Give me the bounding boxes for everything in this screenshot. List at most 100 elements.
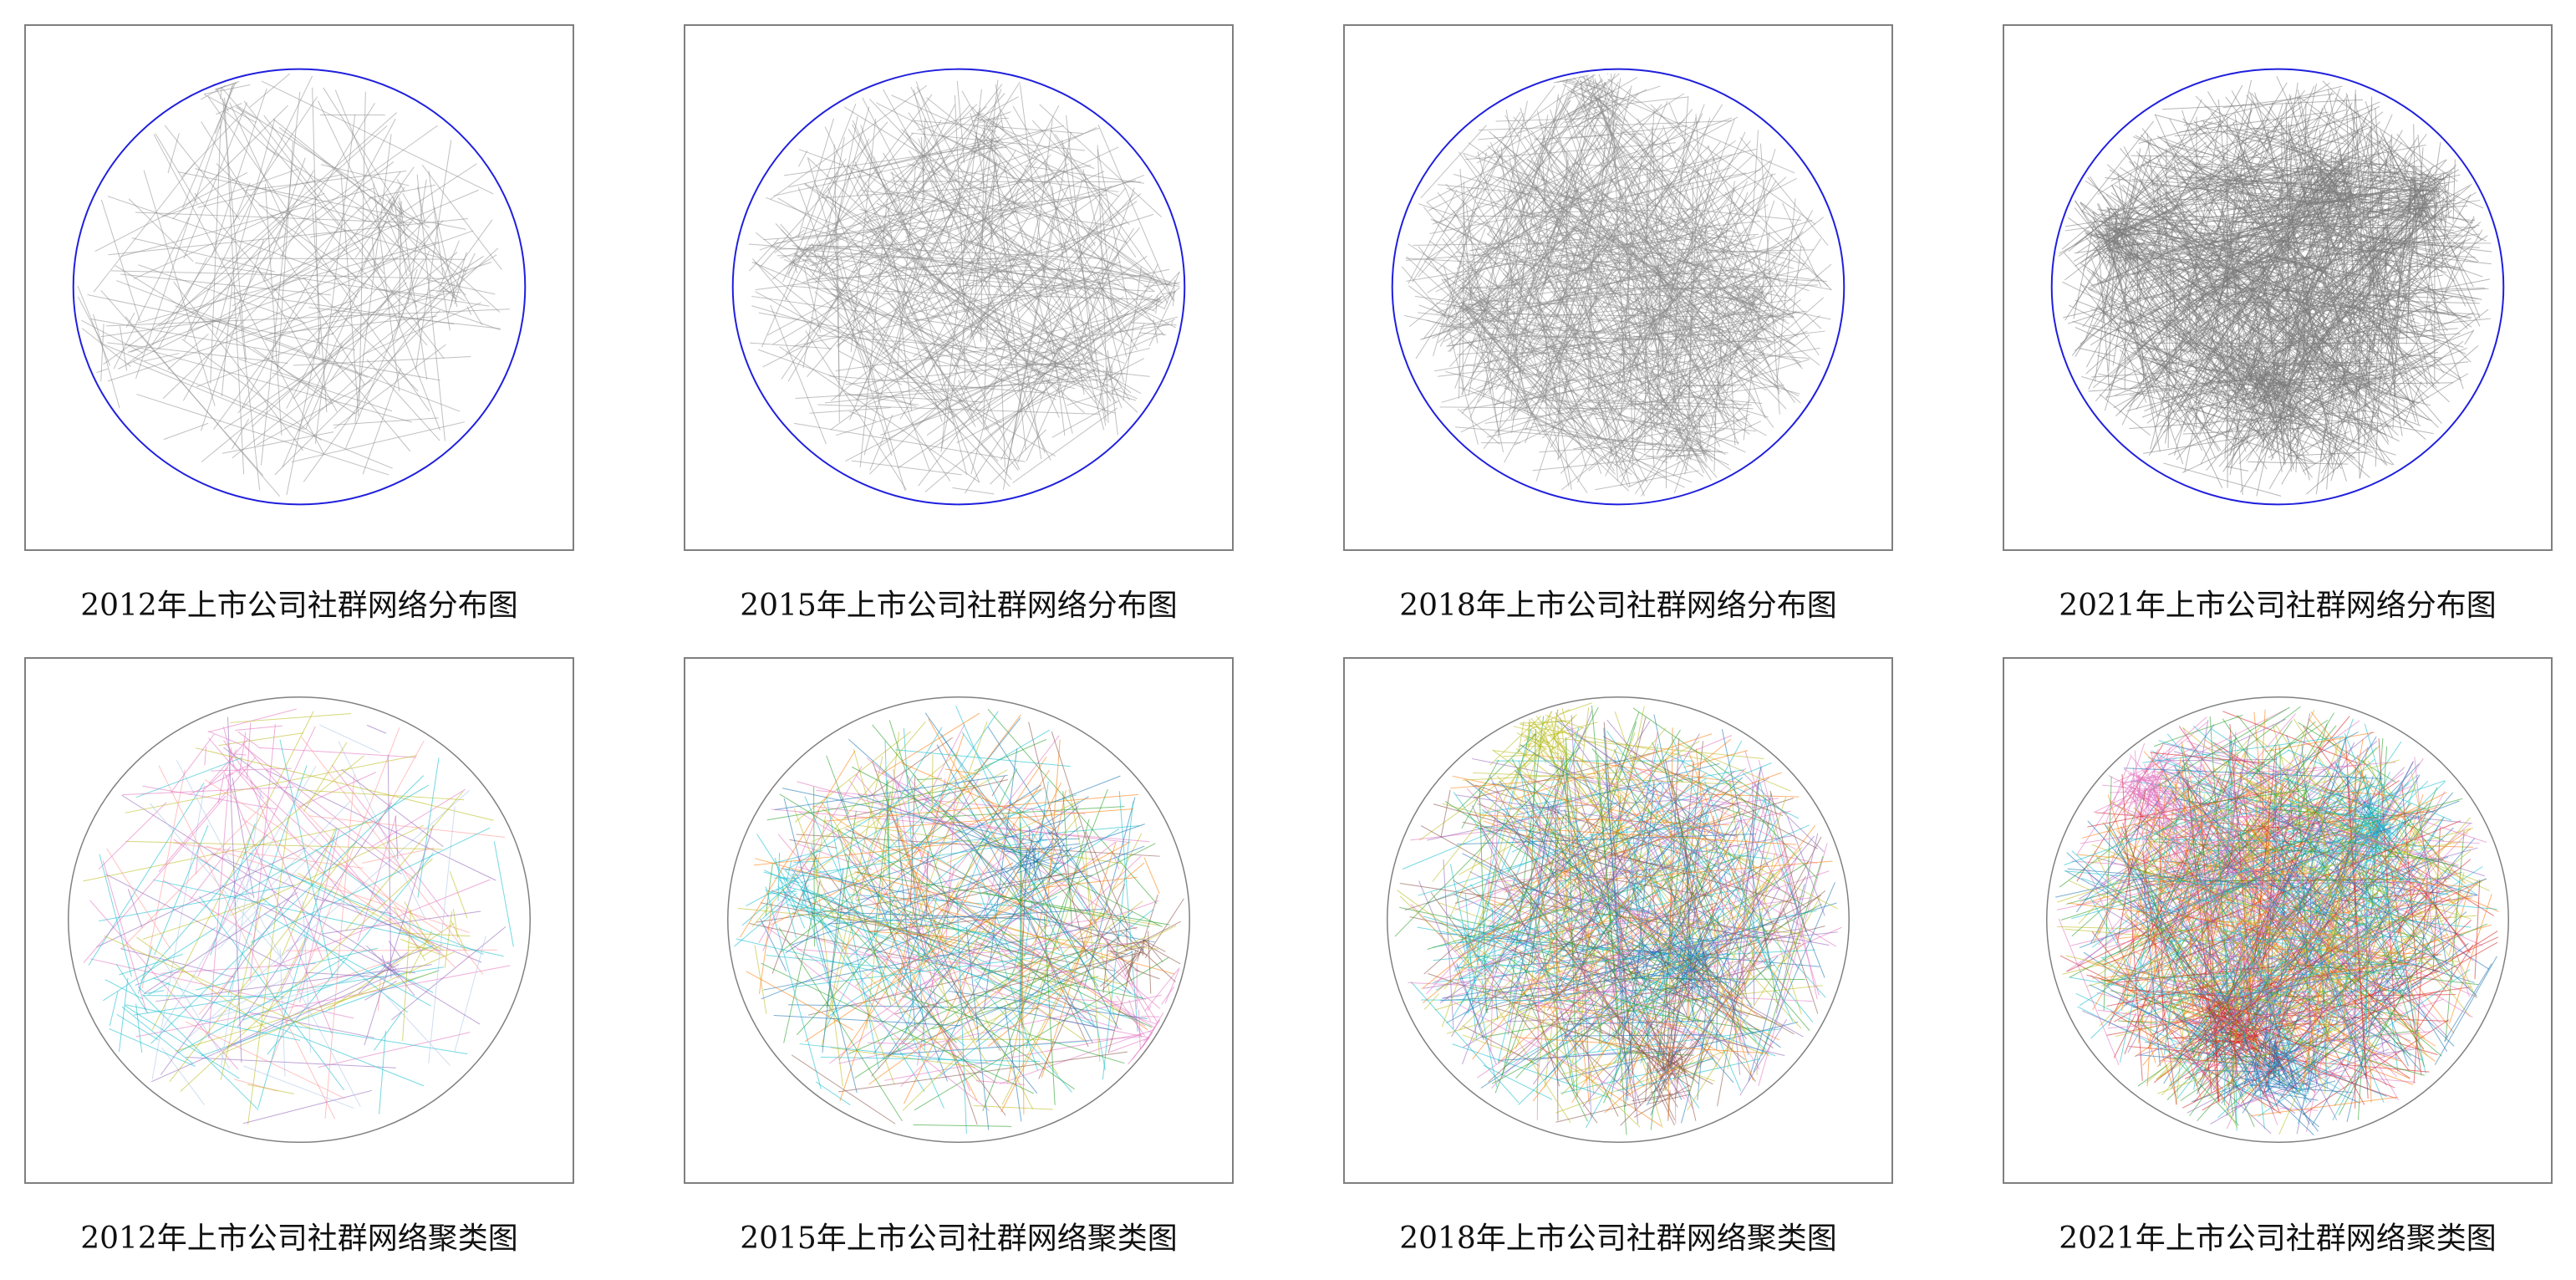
network-edge — [301, 737, 484, 975]
network-edge — [2287, 127, 2399, 413]
network-edge — [1428, 179, 1492, 212]
network-edge — [2090, 324, 2140, 336]
network-edge — [1051, 775, 1121, 803]
network-edge — [1085, 356, 1105, 368]
network-edge — [1553, 263, 1709, 339]
network-edge — [2239, 1049, 2258, 1097]
network-edge — [792, 258, 798, 273]
network-edge — [817, 334, 1064, 354]
network-edge — [2293, 718, 2473, 993]
network-edge — [1531, 738, 1802, 1029]
network-edge — [454, 936, 486, 1053]
network-edge — [1426, 201, 1592, 348]
network-edge — [2294, 973, 2395, 1083]
network-edge — [865, 235, 920, 328]
network-edge — [2124, 754, 2239, 1055]
network-edge — [2339, 135, 2440, 242]
network-edge — [2126, 82, 2288, 340]
network-edge — [807, 281, 888, 378]
network-edge — [2152, 775, 2459, 866]
network-edge — [1130, 319, 1176, 342]
network-edge — [298, 247, 499, 431]
network-edge — [1102, 358, 1145, 380]
network-edge — [1047, 997, 1119, 1002]
network-edge — [815, 815, 827, 880]
network-edge — [250, 827, 491, 943]
network-edge — [2289, 1026, 2325, 1054]
network-edge — [1464, 275, 1488, 303]
network-edge — [1553, 709, 1559, 732]
network-edge — [312, 208, 328, 413]
network-edge — [1408, 243, 1637, 391]
network-edge — [1471, 757, 1731, 810]
network-edge — [1708, 945, 1713, 949]
network-edge — [1152, 287, 1180, 311]
network-edge — [113, 217, 190, 370]
network-edge — [2064, 804, 2234, 866]
network-edge — [798, 149, 968, 211]
network-edge — [2421, 894, 2436, 908]
network-edge — [144, 353, 180, 362]
network-edge — [2399, 234, 2462, 240]
network-edge — [831, 1047, 976, 1068]
network-edge — [125, 1005, 240, 1079]
network-edge — [221, 431, 334, 454]
network-edge — [404, 901, 430, 945]
network-edge — [1617, 998, 1702, 1022]
network-edge — [389, 186, 402, 209]
network-edge — [2150, 719, 2329, 839]
network-edge — [2130, 319, 2213, 402]
network-edge — [1449, 155, 1616, 353]
network-edge — [1751, 295, 1762, 325]
network-edge — [1524, 356, 1712, 390]
network-edge — [170, 733, 215, 793]
network-edge — [2128, 784, 2139, 802]
network-edge — [1698, 836, 1822, 1069]
network-edge — [931, 754, 934, 814]
network-edge — [1476, 319, 1593, 440]
network-edge — [285, 791, 456, 968]
network-edge — [1433, 956, 1461, 961]
network-edge — [220, 112, 397, 270]
network-edge — [2137, 801, 2380, 855]
network-edge — [1097, 273, 1125, 383]
network-edge — [2370, 901, 2435, 998]
network-edge — [1663, 385, 1724, 387]
network-edge — [219, 85, 233, 130]
network-edge — [1602, 736, 1818, 849]
network-edge — [297, 948, 428, 992]
network-edge — [2143, 341, 2217, 379]
network-edge — [373, 1012, 402, 1051]
network-edge — [2106, 985, 2217, 1007]
network-edge — [303, 277, 419, 392]
network-edge — [1138, 332, 1167, 335]
network-edge — [1408, 189, 1458, 284]
network-edge — [1688, 753, 1741, 895]
network-edge — [1555, 731, 1569, 760]
network-edge — [250, 780, 323, 961]
network-edge — [1439, 838, 1669, 1004]
network-edge — [822, 868, 844, 1053]
network-edge — [1459, 269, 1483, 292]
network-edge — [1001, 867, 1132, 994]
network-edge — [2365, 135, 2413, 205]
network-edge — [100, 199, 140, 322]
network-edge — [2173, 919, 2388, 1061]
network-edge — [2283, 235, 2488, 370]
network-edge — [2168, 176, 2446, 193]
network-edge — [2242, 1062, 2275, 1114]
network-edge — [135, 125, 221, 379]
network-edge — [2245, 193, 2411, 218]
network-edge — [273, 879, 491, 967]
network-edge — [2102, 775, 2141, 890]
network-edge — [1668, 102, 1771, 349]
network-edge — [2198, 881, 2371, 955]
network-edge — [1557, 96, 1756, 402]
network-edge — [736, 938, 885, 975]
network-edge — [954, 94, 965, 312]
network-edge — [318, 1032, 471, 1068]
network-edge — [1426, 762, 1772, 905]
network-edge — [1144, 898, 1184, 959]
network-edge — [308, 217, 415, 360]
network-edge — [1502, 754, 1535, 757]
